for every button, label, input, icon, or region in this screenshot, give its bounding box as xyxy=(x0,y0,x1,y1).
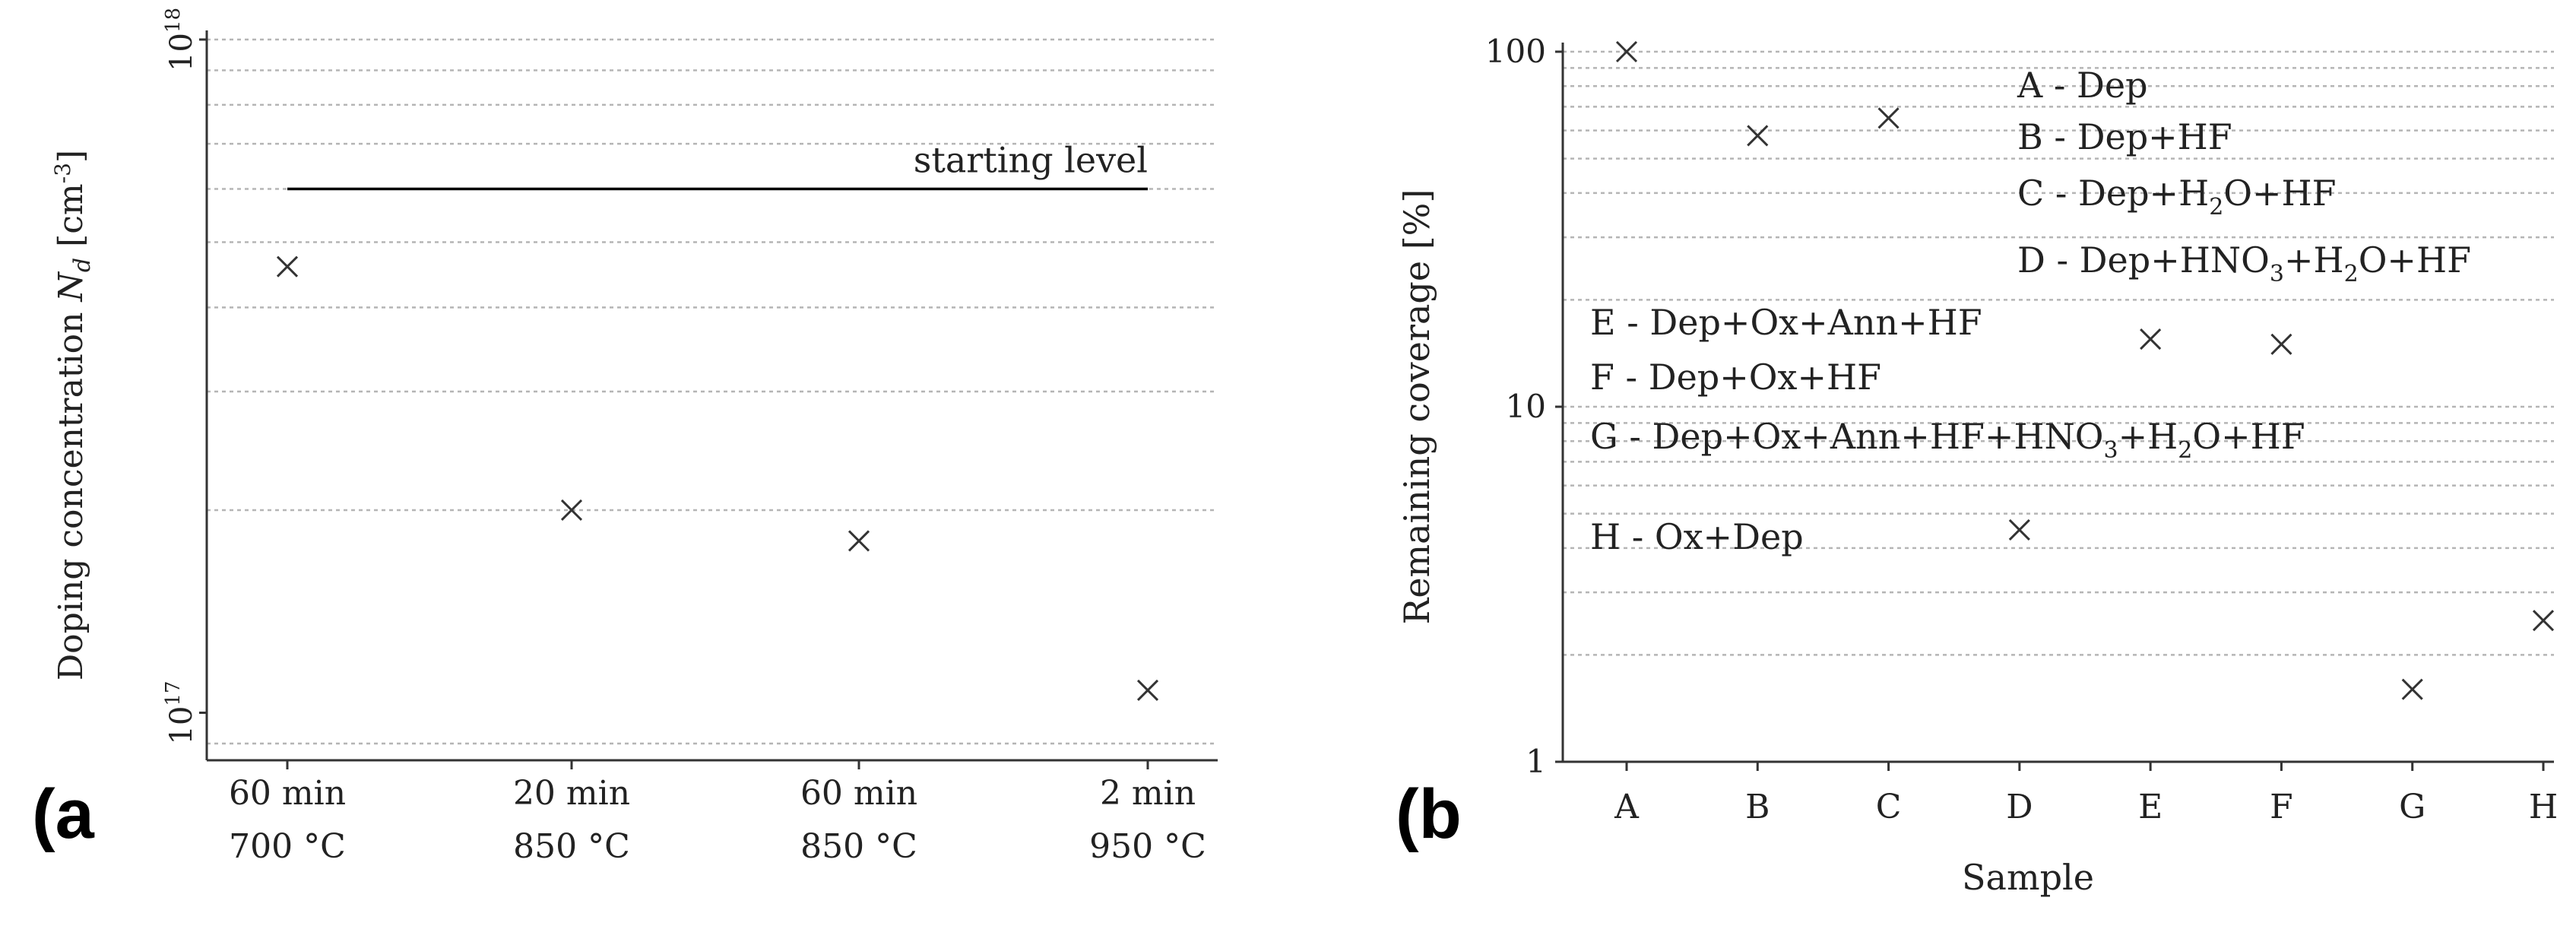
chart-a-y-tick-base: 10 xyxy=(164,706,199,745)
chart-b-annotation-sub: 3 xyxy=(2270,261,2284,287)
chart-b-point xyxy=(2270,333,2292,355)
chart-b-annotation-text: E - Dep+Ox+Ann+HF xyxy=(1590,302,1982,343)
chart-a-x-tick-label-1: 60 min xyxy=(229,774,346,813)
chart-a-y-tick-exp: 17 xyxy=(162,681,185,706)
chart-b-annotation-text: +H xyxy=(2118,416,2178,457)
chart-a-y-tick-text: 1017 xyxy=(162,681,199,745)
chart-a-point xyxy=(1136,679,1159,701)
chart-b-x-tick-label: H xyxy=(2529,788,2558,826)
chart-a-point-stroke-2 xyxy=(1136,679,1159,701)
chart-a-y-tick-label: 1018 xyxy=(162,8,199,71)
chart-b-annotation: B - Dep+HF xyxy=(2017,116,2232,157)
chart-b-point-stroke-2 xyxy=(1747,125,1769,147)
chart-b-point-stroke-2 xyxy=(2532,610,2555,632)
chart-a-point-stroke-2 xyxy=(276,255,299,277)
chart-b-annotation-text: +H xyxy=(2284,239,2344,281)
chart-a-point-stroke-2 xyxy=(848,530,870,552)
chart-a-point xyxy=(848,530,870,552)
chart-b-y-label-text: Remaining coverage [%] xyxy=(1396,189,1437,625)
chart-b-x-tick-label: B xyxy=(1745,788,1770,826)
chart-b-point-stroke-2 xyxy=(1877,107,1900,129)
chart-a-y-label-sub: d xyxy=(69,258,96,272)
chart-b-annotation-sub: 2 xyxy=(2178,437,2192,464)
chart-a-reference-label: starting level xyxy=(914,139,1148,180)
chart-b-point xyxy=(1615,40,1638,63)
chart-b-point-stroke-2 xyxy=(2140,328,2162,350)
chart-a-y-tick-exp: 18 xyxy=(162,8,185,33)
chart-b-point xyxy=(2532,610,2555,632)
chart-b-x-label: Sample xyxy=(1962,857,2094,898)
chart-b-annotation-text: F - Dep+Ox+HF xyxy=(1590,357,1881,398)
chart-b-annotation-text: O+HF xyxy=(2192,416,2305,457)
chart-b-annotation-text: H - Ox+Dep xyxy=(1590,516,1804,557)
chart-a-y-label-mid: [cm xyxy=(52,183,90,258)
chart-b-annotation: D - Dep+HNO3+H2O+HF xyxy=(2017,239,2471,287)
chart-a-x-tick-label-2: 700 °C xyxy=(229,827,346,866)
chart-b-annotation: A - Dep xyxy=(2017,65,2148,106)
chart-b-y-tick-label: 100 xyxy=(1485,33,1546,70)
chart-b-annotation-sub: 2 xyxy=(2344,261,2359,287)
chart-a-y-label-sym: N xyxy=(52,271,90,303)
chart-a-point-stroke-2 xyxy=(560,499,583,521)
chart-b-annotation-sub: 3 xyxy=(2104,437,2118,464)
chart-b-panel-label: (b xyxy=(1396,775,1462,853)
chart-b-y-tick-label: 10 xyxy=(1506,388,1546,425)
chart-a-y-label: Doping concentration Nd [cm-3] xyxy=(50,150,96,680)
chart-b-point-stroke-2 xyxy=(1615,40,1638,63)
chart-a-y-tick-text: 1018 xyxy=(162,8,199,71)
chart-a-point xyxy=(276,255,299,277)
chart-b-y-label: Remaining coverage [%] xyxy=(1396,189,1437,625)
chart-b: 1 10 100 Remaining coverage [%] A B C D E F G H Samp… xyxy=(1396,33,2558,898)
chart-b-point xyxy=(1877,107,1900,129)
chart-b-x-tick-label: A xyxy=(1614,788,1640,826)
chart-a-point xyxy=(560,499,583,521)
chart-b-x-tick-label: G xyxy=(2399,788,2425,826)
chart-b-annotation: G - Dep+Ox+Ann+HF+HNO3+H2O+HF xyxy=(1590,416,2305,464)
chart-a-y-label-text: Doping concentration Nd [cm-3] xyxy=(50,150,96,680)
chart-b-point xyxy=(2008,518,2030,541)
chart-b-annotation-text: G - Dep+Ox+Ann+HF+HNO xyxy=(1590,416,2104,457)
chart-a-panel-label: (a xyxy=(32,775,95,853)
chart-b-annotation-text: D - Dep+HNO xyxy=(2017,239,2270,281)
chart-a-y-tick-base: 10 xyxy=(164,33,199,71)
chart-a-x-tick-label-1: 20 min xyxy=(513,774,630,813)
chart-a-y-label-sup: -3 xyxy=(50,163,75,183)
chart-b-annotation: H - Ox+Dep xyxy=(1590,516,1804,557)
chart-a-y-tick-label: 1017 xyxy=(162,681,199,745)
chart-b-annotation-text: B - Dep+HF xyxy=(2017,116,2232,157)
chart-b-annotation: E - Dep+Ox+Ann+HF xyxy=(1590,302,1982,343)
chart-b-point-stroke-2 xyxy=(2270,333,2292,355)
chart-a-y-label-post: ] xyxy=(52,150,90,163)
chart-b-point xyxy=(1747,125,1769,147)
chart-a-x-tick-label-2: 850 °C xyxy=(513,827,630,866)
chart-b-annotation-text: O+HF xyxy=(2359,239,2471,281)
chart-a-x-tick-label-2: 850 °C xyxy=(800,827,917,866)
chart-b-annotation-text: A - Dep xyxy=(2017,65,2148,106)
chart-b-point xyxy=(2401,678,2423,700)
chart-a-y-label-pre: Doping concentration xyxy=(52,302,90,681)
chart-b-x-tick-label: D xyxy=(2006,788,2033,826)
chart-a-x-tick-label-1: 60 min xyxy=(800,774,917,813)
chart-b-annotation-sub: 2 xyxy=(2209,194,2223,220)
chart-b-point xyxy=(2140,328,2162,350)
chart-a-x-tick-label-1: 2 min xyxy=(1100,774,1196,813)
chart-a-x-tick-label-2: 950 °C xyxy=(1089,827,1206,866)
chart-b-annotation-text: C - Dep+H xyxy=(2017,173,2209,214)
chart-b-point-stroke-2 xyxy=(2401,678,2423,700)
chart-b-x-tick-label: C xyxy=(1876,788,1902,826)
chart-b-x-tick-label: E xyxy=(2138,788,2163,826)
chart-b-annotation-text: O+HF xyxy=(2223,173,2336,214)
chart-b-y-tick-label: 1 xyxy=(1526,743,1546,780)
chart-b-x-tick-label: F xyxy=(2270,788,2293,826)
chart-b-annotation: F - Dep+Ox+HF xyxy=(1590,357,1881,398)
chart-b-point-stroke-2 xyxy=(2008,518,2030,541)
chart-b-annotation: C - Dep+H2O+HF xyxy=(2017,173,2337,220)
